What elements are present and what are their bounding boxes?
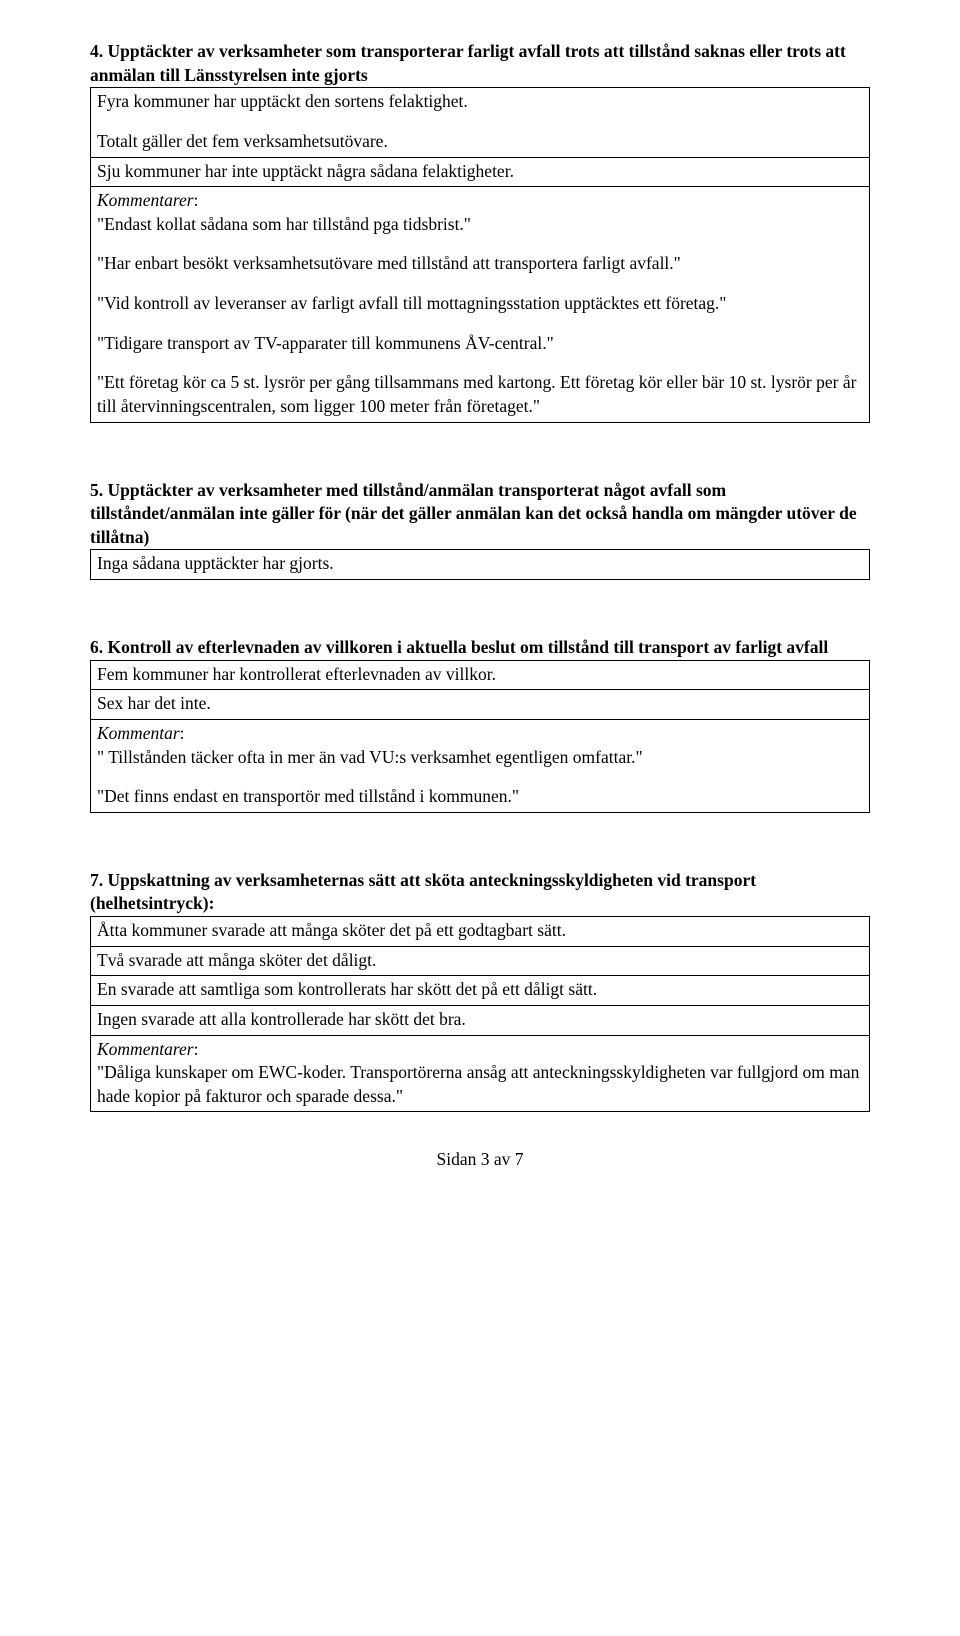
section-4-box-2-text: Sju kommuner har inte upptäckt några såd… (97, 160, 863, 184)
section-4-box-3: Kommentarer: "Endast kollat sådana som h… (90, 186, 870, 422)
section-6-comment-label: Kommentar (97, 723, 180, 743)
section-4-box-2: Sju kommuner har inte upptäckt några såd… (90, 157, 870, 188)
section-5-box-1-text: Inga sådana upptäckter har gjorts. (97, 552, 863, 576)
section-5-heading: 5. Upptäckter av verksamheter med tillst… (90, 479, 870, 550)
section-4-box-1-p2: Totalt gäller det fem verksamhetsutövare… (97, 130, 863, 154)
section-7-box-4: Ingen svarade att alla kontrollerade har… (90, 1005, 870, 1036)
section-4-box-1-p1: Fyra kommuner har upptäckt den sortens f… (97, 90, 863, 114)
section-5: 5. Upptäckter av verksamheter med tillst… (90, 479, 870, 581)
section-7-box-1: Åtta kommuner svarade att många sköter d… (90, 916, 870, 947)
section-6-box-3: Kommentar: " Tillstånden täcker ofta in … (90, 719, 870, 813)
section-4-quote-2: "Har enbart besökt verksamhetsutövare me… (97, 252, 863, 276)
section-6-box-2-text: Sex har det inte. (97, 692, 863, 716)
section-4: 4. Upptäckter av verksamheter som transp… (90, 40, 870, 423)
section-6-box-1: Fem kommuner har kontrollerat efterlevna… (90, 660, 870, 691)
section-7-box-2: Två svarade att många sköter det dåligt. (90, 946, 870, 977)
section-7-box-3-text: En svarade att samtliga som kontrollerat… (97, 978, 863, 1002)
section-7-heading: 7. Uppskattning av verksamheternas sätt … (90, 869, 870, 916)
section-7-box-3: En svarade att samtliga som kontrollerat… (90, 975, 870, 1006)
page-footer: Sidan 3 av 7 (90, 1148, 870, 1172)
section-6: 6. Kontroll av efterlevnaden av villkore… (90, 636, 870, 813)
section-4-quote-5: "Ett företag kör ca 5 st. lysrör per gån… (97, 371, 863, 418)
section-4-quote-3: "Vid kontroll av leveranser av farligt a… (97, 292, 863, 316)
section-6-heading: 6. Kontroll av efterlevnaden av villkore… (90, 636, 870, 660)
section-6-comment-label-line: Kommentar: (97, 722, 863, 746)
section-6-box-1-text: Fem kommuner har kontrollerat efterlevna… (97, 663, 863, 687)
section-4-quote-1: "Endast kollat sådana som har tillstånd … (97, 213, 863, 237)
section-6-quote-2: "Det finns endast en transportör med til… (97, 785, 863, 809)
section-6-quote-1: " Tillstånden täcker ofta in mer än vad … (97, 746, 863, 770)
section-7-comments-label-line: Kommentarer: (97, 1038, 863, 1062)
section-7-quote-1: "Dåliga kunskaper om EWC-koder. Transpor… (97, 1061, 863, 1108)
section-6-box-2: Sex har det inte. (90, 689, 870, 720)
section-7-box-2-text: Två svarade att många sköter det dåligt. (97, 949, 863, 973)
section-4-box-1: Fyra kommuner har upptäckt den sortens f… (90, 87, 870, 157)
section-7-comments-label: Kommentarer (97, 1039, 194, 1059)
section-4-comments-label: Kommentarer (97, 190, 194, 210)
section-7-box-1-text: Åtta kommuner svarade att många sköter d… (97, 919, 863, 943)
section-5-box-1: Inga sådana upptäckter har gjorts. (90, 549, 870, 580)
section-7-box-5: Kommentarer: "Dåliga kunskaper om EWC-ko… (90, 1035, 870, 1113)
section-4-quote-4: "Tidigare transport av TV-apparater till… (97, 332, 863, 356)
section-4-heading: 4. Upptäckter av verksamheter som transp… (90, 40, 870, 87)
section-4-comments-label-line: Kommentarer: (97, 189, 863, 213)
section-7: 7. Uppskattning av verksamheternas sätt … (90, 869, 870, 1113)
section-7-box-4-text: Ingen svarade att alla kontrollerade har… (97, 1008, 863, 1032)
